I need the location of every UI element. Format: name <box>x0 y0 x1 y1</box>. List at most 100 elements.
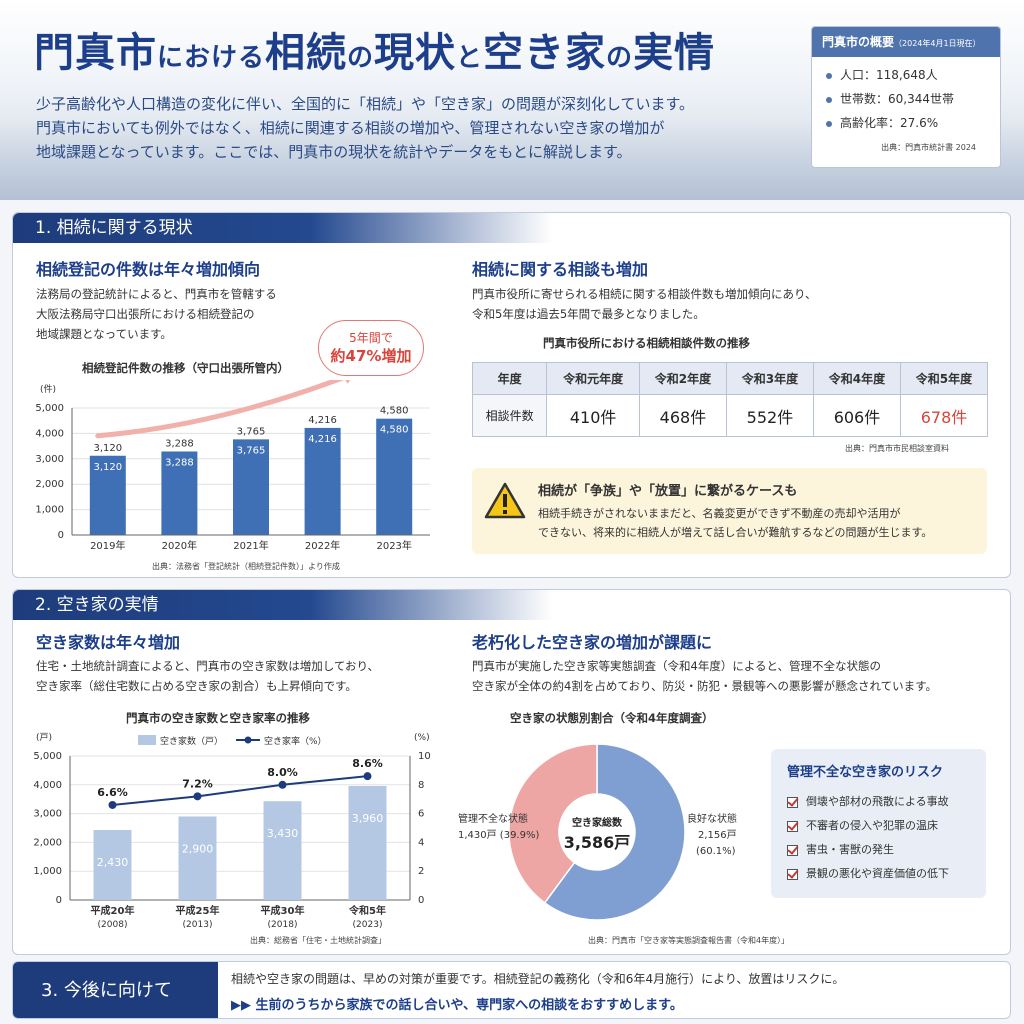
y2-tick-label: 8 <box>418 780 424 791</box>
slice-value-label: 2,156戸 <box>698 829 737 841</box>
overview-box: 門真市の概要（2024年4月1日現在） 人口：118,648人 世帯数：60,3… <box>811 26 1001 168</box>
line-point <box>363 772 372 781</box>
vacancy-combo-chart: (戸) (%) 空き家数（戸） 空き家率（%） 0 1,000 2,000 3,000 4,00… <box>33 732 431 930</box>
y2-tick-label: 6 <box>418 809 424 820</box>
y-tick-label: 1,000 <box>33 866 62 877</box>
series-line <box>112 775 368 806</box>
y-tick-label: 5,000 <box>33 751 62 762</box>
line-value-label: 6.6% <box>97 786 128 799</box>
checkbox-icon <box>787 796 798 808</box>
x-tick-sublabel: (2008) <box>98 920 128 930</box>
x-tick-sublabel: (2018) <box>268 920 298 930</box>
data-label: 4,580 <box>380 406 409 417</box>
slice-percent-label: (60.1%) <box>696 846 736 857</box>
data-label: 3,765 <box>237 426 266 437</box>
subheading: 相続登記の件数は年々増加傾向 <box>36 260 261 279</box>
legend-swatch <box>138 735 156 745</box>
line-value-label: 7.2% <box>182 777 213 790</box>
overview-title: 門真市の概要（2024年4月1日現在） <box>812 27 1000 57</box>
bar-value-label: 3,288 <box>165 457 194 468</box>
paragraph: 法務局の登記統計によると、門真市を管轄する 大阪法務局守口出張所における相続登記… <box>36 287 277 341</box>
y-tick-label: 3,000 <box>33 809 62 820</box>
x-tick-label: 2019年 <box>90 539 125 552</box>
y2-tick-label: 10 <box>418 751 431 762</box>
x-tick-sublabel: (2013) <box>183 920 213 930</box>
risk-item: 倒壊や部材の飛散による事故 <box>787 790 986 814</box>
y2-tick-label: 0 <box>418 895 424 906</box>
intro-text: 少子高齢化や人口構造の変化に伴い、全国的に「相続」や「空き家」の問題が深刻化して… <box>36 95 695 161</box>
bar <box>348 785 387 900</box>
x-tick-label: 2022年 <box>305 539 340 552</box>
subheading: 空き家数は年々増加 <box>36 633 181 652</box>
data-label: 3,120 <box>93 443 122 454</box>
paragraph: 相続や空き家の問題は、早めの対策が重要です。相続登記の義務化（令和6年4月施行）… <box>231 972 845 986</box>
x-tick-label: 平成30年 <box>261 904 305 917</box>
table-header-row: 年度 令和元年度 令和2年度 令和3年度 令和4年度 令和5年度 <box>471 362 989 395</box>
bar <box>263 801 302 900</box>
line-point <box>193 792 202 801</box>
bar-value-label: 4,580 <box>380 425 409 436</box>
slice-label: 管理不全な状態 <box>458 812 528 825</box>
overview-source: 出典：門真市統計書 2024 <box>881 143 976 152</box>
section-heading: 3. 今後に向けて <box>13 962 218 1018</box>
y-tick-label: 2,000 <box>33 837 62 848</box>
checkbox-icon <box>787 868 798 880</box>
chart-source: 出典：門真市「空き家等実態調査報告書（令和4年度）」 <box>588 936 790 945</box>
callout-bubble: 5年間で 約47%増加 <box>318 320 424 376</box>
bar <box>161 451 198 535</box>
line-value-label: 8.6% <box>352 757 383 770</box>
paragraph: 門真市が実施した空き家等実態調査（令和4年度）によると、管理不全な状態の 空き家… <box>472 659 938 693</box>
risk-item: 景観の悪化や資産価値の低下 <box>787 862 986 886</box>
bar <box>376 418 413 535</box>
y-tick-label: 4,000 <box>35 428 64 439</box>
vacancy-donut-chart: 空き家総数 3,586戸 良好な状態 2,156戸 (60.1%) 管理不全な状態 1,43… <box>458 743 737 921</box>
paragraph: 住宅・土地統計調査によると、門真市の空き家数は増加しており、 空き家率（総住宅数… <box>36 659 380 693</box>
overview-item: 人口：118,648人 <box>826 63 1000 87</box>
bar <box>93 830 132 900</box>
y-tick-label: 0 <box>56 895 62 906</box>
donut-center-label: 空き家総数 <box>572 816 623 829</box>
slice-value-label: 1,430戸 (39.9%) <box>458 829 539 841</box>
warning-box: 相続が「争族」や「放置」に繋がるケースも 相続手続きがされないままだと、名義変更… <box>472 468 987 554</box>
y-tick-label: 4,000 <box>33 780 62 791</box>
risk-box: 管理不全な空き家のリスク 倒壊や部材の飛散による事故 不審者の侵入や犯罪の温床 … <box>771 749 986 898</box>
x-tick-label: 2021年 <box>233 539 268 552</box>
line-value-label: 8.0% <box>267 766 298 779</box>
bar-value-label: 2,430 <box>97 856 129 869</box>
bullet-icon <box>826 72 832 79</box>
section-future: 3. 今後に向けて 相続や空き家の問題は、早めの対策が重要です。相続登記の義務化… <box>12 961 1011 1019</box>
warning-text: 相続手続きがされないままだと、名義変更ができず不動産の売却や活用が できない、将… <box>538 507 933 539</box>
bar-value-label: 4,216 <box>308 434 337 445</box>
chart-title: 門真市の空き家数と空き家率の推移 <box>126 711 310 725</box>
chart-source: 出典：総務省「住宅・土地統計調査」 <box>250 936 386 945</box>
chart-source: 出典：法務省「登記統計（相続登記件数）」より作成 <box>152 562 340 571</box>
checkbox-icon <box>787 820 798 832</box>
y2-tick-label: 2 <box>418 866 424 877</box>
legend-marker <box>244 736 252 744</box>
subheading: 相続に関する相談も増加 <box>472 260 649 279</box>
bar <box>233 439 269 535</box>
donut-hole <box>559 794 635 870</box>
x-tick-sublabel: (2023) <box>353 920 383 930</box>
risk-title: 管理不全な空き家のリスク <box>787 765 944 780</box>
y-axis-label: (戸) <box>36 732 52 743</box>
data-label: 4,216 <box>308 415 337 426</box>
table-row: 相談件数 410件 468件 552件 606件 678件 <box>471 394 989 437</box>
x-tick-label: 2023年 <box>376 539 411 552</box>
donut-slice <box>508 743 598 904</box>
y2-axis-label: (%) <box>414 733 430 743</box>
x-tick-label: 令和5年 <box>348 904 386 917</box>
line-point <box>278 780 287 789</box>
donut-center-value: 3,586戸 <box>564 833 631 852</box>
bar <box>89 455 126 535</box>
y-tick-label: 2,000 <box>35 479 64 490</box>
warning-title: 相続が「争族」や「放置」に繋がるケースも <box>538 484 798 499</box>
bar <box>304 427 341 535</box>
risk-item: 不審者の侵入や犯罪の温床 <box>787 814 986 838</box>
trend-arrow <box>95 380 344 439</box>
chart-title: 空き家の状態別割合（令和4年度調査） <box>510 711 714 725</box>
page-title: 門真市における相続の現状と空き家の実情 <box>34 30 716 76</box>
bullet-icon <box>826 96 832 103</box>
section-heading: 2. 空き家の実情 <box>13 590 553 620</box>
emphasis-text: ▶▶ 生前のうちから家族での話し合いや、専門家への相談をおすすめします。 <box>231 998 683 1013</box>
